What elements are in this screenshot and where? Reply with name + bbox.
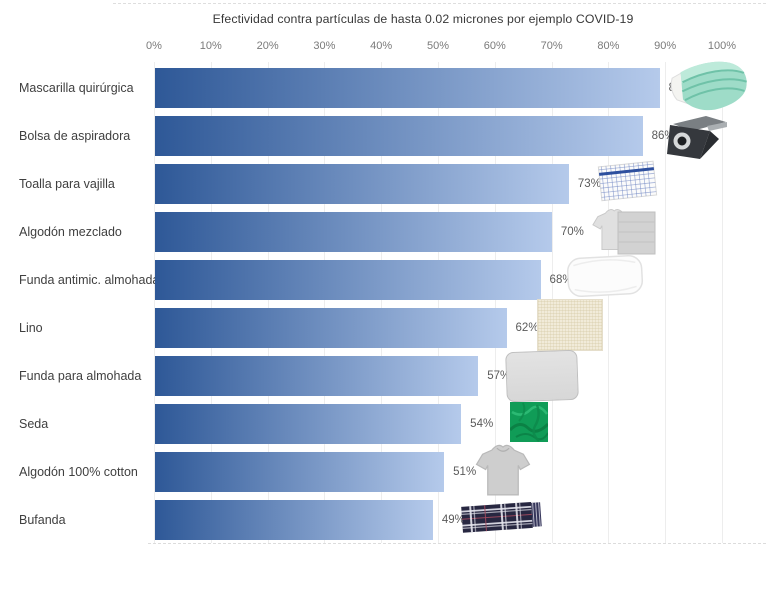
- bar-row: Toalla para vajilla 73%: [0, 160, 768, 208]
- pillowcase-icon-graphic: [505, 349, 579, 403]
- gridline: [381, 62, 383, 543]
- category-label: Funda para almohada: [19, 369, 142, 383]
- gridline: [324, 62, 326, 543]
- category-label: Mascarilla quirúrgica: [19, 81, 134, 95]
- surgical-mask-icon-graphic: [670, 61, 747, 111]
- axis-baseline: [148, 543, 766, 544]
- category-label: Funda antimic. almohada: [19, 273, 160, 287]
- x-tick-label: 40%: [370, 40, 393, 52]
- category-label: Algodón mezclado: [19, 225, 122, 239]
- bar-row: Algodón mezclado 70%: [0, 208, 768, 256]
- scarf-icon: [459, 496, 546, 538]
- surgical-mask-icon: [666, 60, 752, 115]
- bar: [155, 452, 445, 492]
- x-tick-label: 90%: [654, 40, 677, 52]
- bar: [155, 500, 433, 540]
- category-label: Algodón 100% cotton: [19, 465, 138, 479]
- value-label: 70%: [560, 226, 584, 238]
- bar-row: Bolsa de aspiradora 86%: [0, 112, 768, 160]
- chart-title: Efectividad contra partículas de hasta 0…: [212, 12, 634, 26]
- bar: [155, 260, 541, 300]
- value-label: 68%: [549, 274, 573, 286]
- x-tick-label: 80%: [597, 40, 620, 52]
- bar-row: Bufanda 49%: [0, 496, 768, 544]
- silk-icon-graphic: [510, 402, 548, 442]
- vacuum-bag-icon-graphic: [667, 116, 727, 159]
- bar: [155, 164, 569, 204]
- x-tick-label: 30%: [313, 40, 336, 52]
- category-label: Bolsa de aspiradora: [19, 129, 131, 143]
- gridline: [608, 62, 610, 543]
- bar: [155, 116, 643, 156]
- bar-row: Funda para almohada 57%: [0, 352, 768, 400]
- x-tick-label: 10%: [199, 40, 222, 52]
- gridline: [438, 62, 439, 543]
- pillow-icon: [565, 251, 645, 301]
- x-tick-label: 50%: [426, 40, 450, 52]
- dish-towel-icon-graphic: [597, 160, 658, 202]
- category-label: Seda: [19, 417, 49, 431]
- value-label: 51%: [453, 466, 477, 478]
- gridline: [210, 62, 212, 543]
- bar-row: Seda 54%: [0, 400, 768, 448]
- mixed-cotton-icon: [587, 203, 659, 257]
- bar-row: Lino 62%: [0, 304, 768, 352]
- pillowcase-icon: [505, 349, 579, 403]
- x-tick-label: 20%: [256, 40, 279, 52]
- bar: [155, 356, 479, 396]
- bar-row: Mascarilla quirúrgica89%: [0, 64, 768, 112]
- value-label: 57%: [487, 370, 511, 382]
- category-label: Toalla para vajilla: [19, 177, 115, 191]
- linen-icon: [537, 299, 603, 351]
- x-tick-label: 100%: [707, 40, 737, 52]
- mixed-cotton-icon-graphic: [592, 209, 656, 255]
- vacuum-bag-icon: [665, 113, 729, 162]
- gridline: [267, 62, 269, 543]
- gridline: [154, 62, 155, 543]
- bar: [155, 308, 507, 348]
- cotton-tshirt-icon: [470, 441, 536, 500]
- bar: [155, 212, 552, 252]
- category-label: Bufanda: [19, 513, 66, 527]
- bar-row: Algodón 100% cotton 51%: [0, 448, 768, 496]
- gridline: [494, 62, 496, 543]
- value-label: 62%: [515, 322, 539, 334]
- pillow-icon-graphic: [566, 255, 644, 297]
- top-border-line: [113, 3, 766, 4]
- value-label: 54%: [470, 418, 494, 430]
- cotton-tshirt-icon-graphic: [475, 444, 531, 496]
- value-label: 73%: [577, 178, 601, 190]
- value-label: 49%: [441, 514, 465, 526]
- bar-row: Funda antimic. almohada 68%: [0, 256, 768, 304]
- bar: [155, 68, 660, 108]
- silk-icon: [510, 402, 548, 442]
- x-tick-label: 60%: [483, 40, 506, 52]
- dish-towel-icon: [595, 158, 659, 205]
- x-tick-label: 0%: [146, 40, 162, 52]
- bar: [155, 404, 462, 444]
- scarf-icon-graphic: [461, 501, 542, 533]
- x-tick-label: 70%: [540, 40, 563, 52]
- linen-icon-graphic: [537, 299, 603, 351]
- gridline: [722, 62, 723, 543]
- category-label: Lino: [19, 321, 43, 335]
- gridline: [665, 62, 667, 543]
